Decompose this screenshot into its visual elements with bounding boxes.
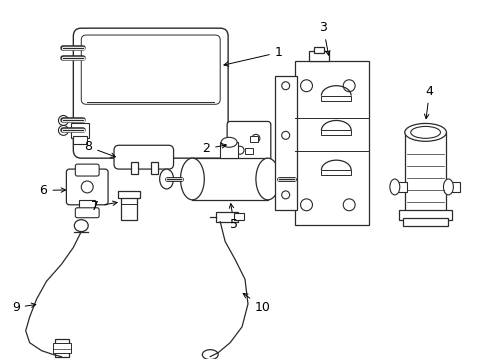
Circle shape	[300, 199, 312, 211]
Bar	[321, 170, 350, 175]
Ellipse shape	[410, 126, 440, 138]
Circle shape	[343, 199, 354, 211]
Text: 6: 6	[40, 184, 65, 197]
Ellipse shape	[255, 158, 279, 200]
Bar	[121, 192, 137, 220]
FancyBboxPatch shape	[73, 28, 228, 158]
Circle shape	[343, 80, 354, 92]
Text: 7: 7	[91, 200, 117, 213]
Bar	[220, 142, 238, 158]
Bar	[131, 162, 138, 174]
Circle shape	[281, 82, 289, 90]
Text: 5: 5	[229, 204, 238, 231]
FancyBboxPatch shape	[226, 121, 270, 165]
Ellipse shape	[443, 179, 452, 195]
Bar	[398, 210, 451, 220]
Bar	[390, 182, 406, 192]
Bar	[321, 96, 350, 100]
Bar	[309, 51, 328, 61]
Bar	[192, 158, 267, 200]
FancyBboxPatch shape	[81, 35, 220, 104]
Bar	[444, 182, 459, 192]
FancyBboxPatch shape	[114, 145, 173, 169]
Bar	[234, 213, 244, 220]
Bar	[118, 191, 140, 198]
Ellipse shape	[221, 137, 237, 147]
Bar	[150, 162, 157, 174]
Ellipse shape	[404, 123, 446, 141]
Circle shape	[81, 181, 93, 193]
Circle shape	[59, 125, 68, 135]
Circle shape	[251, 134, 259, 142]
Circle shape	[59, 116, 68, 125]
FancyBboxPatch shape	[75, 208, 99, 218]
Bar	[294, 61, 368, 225]
Text: 10: 10	[243, 293, 270, 314]
Ellipse shape	[389, 179, 399, 195]
Bar	[321, 130, 350, 135]
Text: 3: 3	[319, 21, 329, 55]
Ellipse shape	[202, 350, 218, 360]
Ellipse shape	[180, 158, 204, 200]
Bar	[53, 343, 71, 353]
Bar	[71, 123, 89, 138]
Text: 2: 2	[202, 142, 226, 155]
Bar	[404, 132, 446, 212]
Bar	[314, 47, 324, 53]
Bar	[249, 136, 257, 142]
Ellipse shape	[286, 169, 300, 189]
Text: 8: 8	[84, 140, 115, 157]
Text: 1: 1	[224, 46, 282, 66]
Circle shape	[281, 131, 289, 139]
Circle shape	[236, 146, 244, 154]
Circle shape	[300, 80, 312, 92]
Ellipse shape	[74, 220, 88, 231]
Bar	[79, 200, 95, 212]
Circle shape	[281, 191, 289, 199]
Bar	[274, 76, 296, 210]
Bar	[244, 148, 252, 154]
Bar	[55, 339, 69, 357]
Bar	[73, 136, 87, 144]
Text: 9: 9	[12, 301, 36, 314]
FancyBboxPatch shape	[66, 169, 108, 205]
Bar	[216, 212, 238, 222]
Text: 4: 4	[424, 85, 432, 118]
FancyBboxPatch shape	[75, 164, 99, 176]
Ellipse shape	[160, 169, 173, 189]
Bar	[402, 218, 447, 226]
